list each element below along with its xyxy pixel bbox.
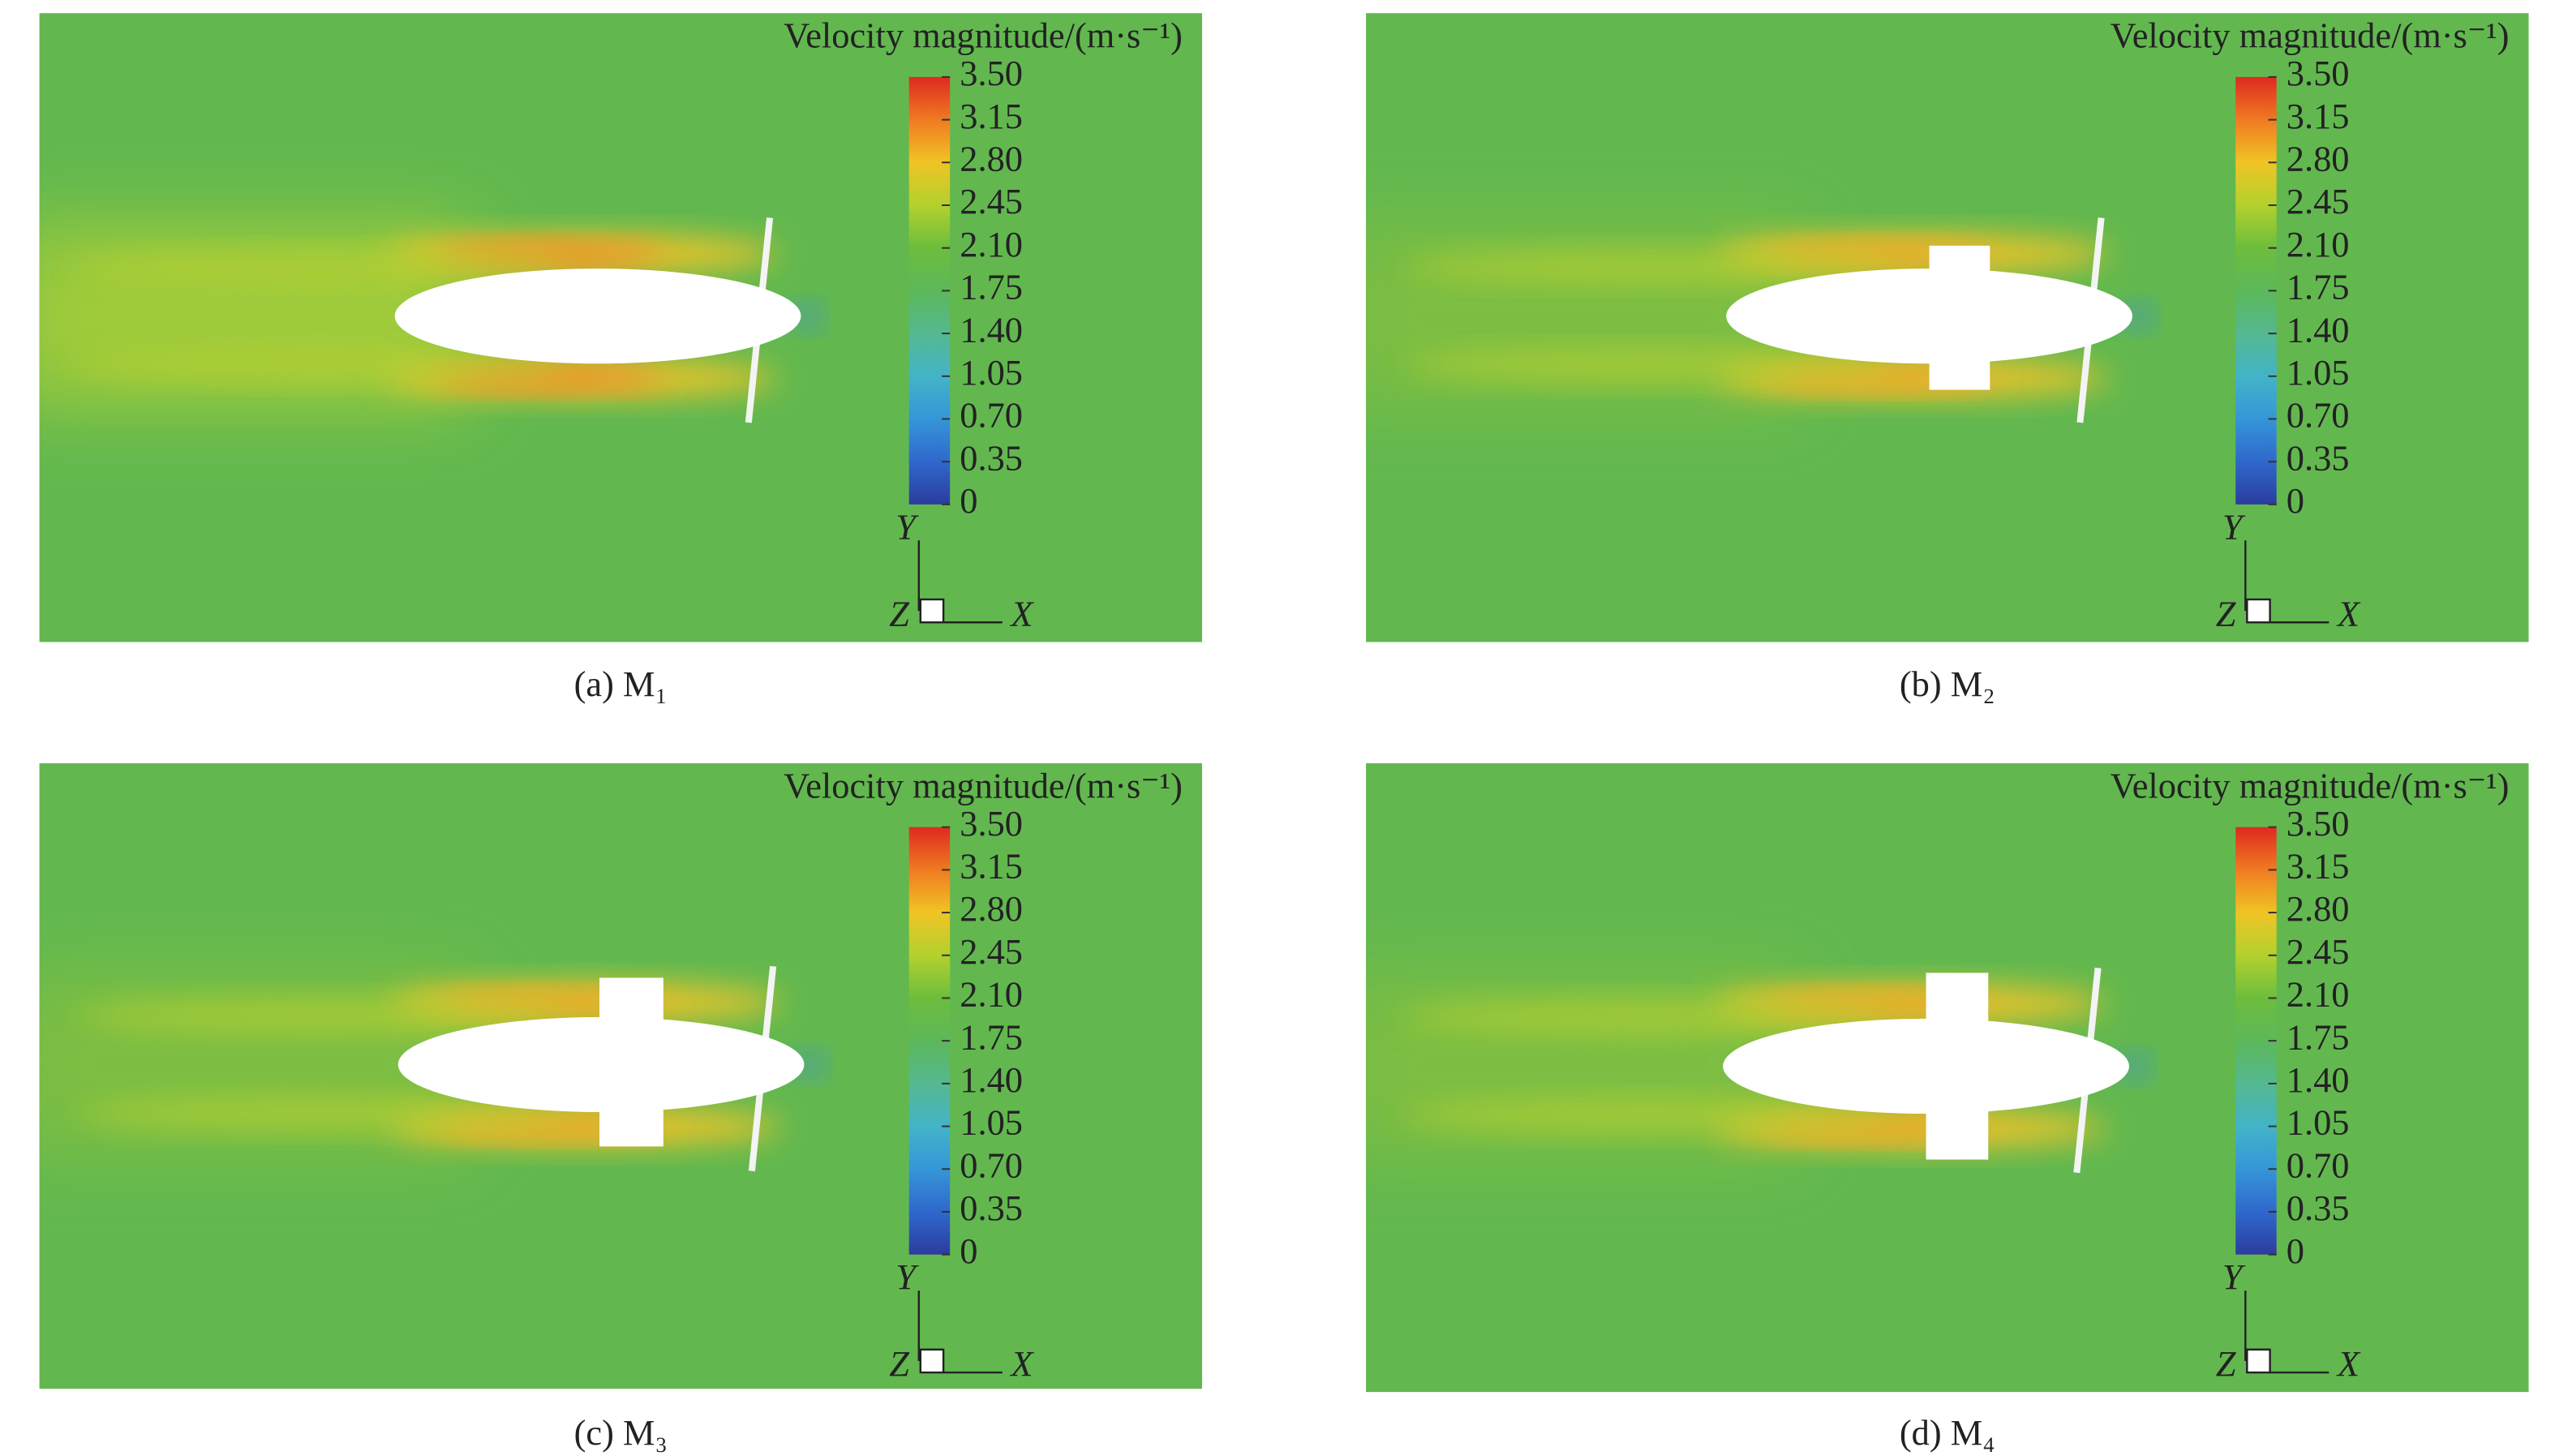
caption: (d) M₄	[1900, 1412, 1995, 1453]
colorbar-tick-label: 2.80	[960, 138, 1023, 178]
colorbar-tick-label: 0	[2287, 480, 2304, 521]
wake-band	[1405, 349, 1897, 382]
axis-label-y: Y	[895, 1256, 919, 1297]
sail	[1926, 973, 1989, 1160]
colorbar-tick-label: 0.35	[2287, 1188, 2350, 1228]
colorbar-tick-label: 1.75	[2287, 1016, 2350, 1057]
axis-origin	[2246, 1348, 2271, 1374]
colorbar-tick-label: 0.35	[960, 437, 1023, 478]
colorbar-tick-label: 1.40	[2287, 309, 2350, 350]
wake-band	[76, 999, 569, 1033]
sail	[1929, 245, 1990, 390]
stagnation	[2127, 304, 2151, 328]
colorbar-tick-label: 1.75	[960, 267, 1023, 307]
colorbar-tick-label: 1.75	[960, 1016, 1023, 1057]
stagnation	[796, 304, 819, 328]
axis-label-x: X	[2336, 1343, 2361, 1384]
colorbar-tick-label: 1.40	[2287, 1059, 2350, 1100]
axis-label-y: Y	[2222, 506, 2246, 547]
axis-label-z: Z	[889, 1343, 910, 1384]
colorbar-tick-label: 1.05	[960, 352, 1023, 393]
wake-band	[1405, 250, 1897, 284]
panel: Velocity magnitude/(m·s⁻¹)3.503.152.802.…	[39, 13, 1203, 642]
colorbar-tick-label: 2.10	[960, 974, 1023, 1015]
colorbar-tick-label: 3.15	[2287, 846, 2350, 887]
colorbar-tick-label: 0.70	[960, 395, 1023, 436]
colorbar-tick-label: 1.05	[2287, 1102, 2350, 1143]
legend-title: Velocity magnitude/(m·s⁻¹)	[2111, 765, 2510, 805]
axis-label-y: Y	[895, 506, 919, 547]
colorbar-tick-label: 2.10	[2287, 974, 2350, 1015]
panel: Velocity magnitude/(m·s⁻¹)3.503.152.802.…	[39, 762, 1203, 1389]
colorbar-tick-label: 0.70	[2287, 395, 2350, 436]
colorbar-tick-label: 0.35	[2287, 437, 2350, 478]
colorbar-tick-label: 2.10	[2287, 224, 2350, 264]
axis-label-y: Y	[2222, 1256, 2246, 1297]
legend-title: Velocity magnitude/(m·s⁻¹)	[784, 15, 1183, 56]
colorbar-tick-label: 0	[960, 480, 977, 521]
axis-label-z: Z	[889, 593, 910, 634]
colorbar-tick-label: 1.05	[2287, 352, 2350, 393]
axis-label-z: Z	[2216, 593, 2237, 634]
legend-title: Velocity magnitude/(m·s⁻¹)	[2111, 15, 2510, 56]
caption: (b) M₂	[1900, 664, 1995, 704]
colorbar-tick-label: 0.70	[2287, 1145, 2350, 1185]
wake-band	[73, 250, 565, 284]
hull	[394, 268, 801, 364]
axis-origin	[2246, 598, 2271, 624]
axis-label-x: X	[1009, 1343, 1034, 1384]
colorbar-tick-label: 2.80	[960, 888, 1023, 929]
colorbar-tick-label: 2.45	[960, 181, 1023, 221]
wake-band	[1402, 1098, 1894, 1132]
axis-label-x: X	[1009, 593, 1034, 634]
axis-origin	[919, 1348, 945, 1374]
panel: Velocity magnitude/(m·s⁻¹)3.503.152.802.…	[1366, 13, 2529, 642]
colorbar-tick-label: 2.45	[960, 931, 1023, 972]
colorbar-tick-label: 3.50	[2287, 53, 2350, 93]
flow-field	[39, 13, 1203, 642]
stagnation	[799, 1053, 822, 1076]
colorbar-tick-label: 3.15	[2287, 96, 2350, 136]
flow-field	[1366, 13, 2529, 642]
colorbar-tick-label: 2.80	[2287, 888, 2350, 929]
colorbar-tick-label: 0.70	[960, 1145, 1023, 1185]
colorbar-tick-label: 2.45	[2287, 931, 2350, 972]
colorbar-tick-label: 3.15	[960, 846, 1023, 887]
caption: (c) M₃	[574, 1412, 668, 1453]
colorbar-tick-label: 3.50	[960, 803, 1023, 844]
axis-label-x: X	[2336, 593, 2361, 634]
colorbar-tick-label: 3.50	[2287, 803, 2350, 844]
legend-title: Velocity magnitude/(m·s⁻¹)	[784, 765, 1183, 805]
colorbar-tick-label: 2.80	[2287, 138, 2350, 178]
colorbar-tick-label: 2.10	[960, 224, 1023, 264]
flow-field	[39, 762, 1203, 1389]
colorbar-tick-label: 0	[2287, 1231, 2304, 1271]
colorbar-tick-label: 1.40	[960, 1059, 1023, 1100]
colorbar-tick-label: 0.35	[960, 1188, 1023, 1228]
flow-field	[1366, 762, 2529, 1393]
colorbar-tick-label: 3.15	[960, 96, 1023, 136]
wake-band	[73, 349, 565, 382]
colorbar-tick-label: 1.05	[960, 1102, 1023, 1143]
caption: (a) M₁	[574, 664, 668, 704]
axis-origin	[919, 598, 945, 624]
colorbar-tick-label: 3.50	[960, 53, 1023, 93]
colorbar-tick-label: 2.45	[2287, 181, 2350, 221]
colorbar-tick-label: 1.40	[960, 309, 1023, 350]
wake-band	[1402, 1000, 1894, 1034]
sail	[599, 977, 663, 1147]
axis-label-z: Z	[2216, 1343, 2237, 1384]
colorbar-tick-label: 1.75	[2287, 267, 2350, 307]
panel: Velocity magnitude/(m·s⁻¹)3.503.152.802.…	[1366, 762, 2529, 1393]
stagnation	[2123, 1054, 2148, 1078]
hull	[1726, 268, 2132, 364]
colorbar-tick-label: 0	[960, 1231, 977, 1271]
wake-band	[76, 1097, 569, 1131]
